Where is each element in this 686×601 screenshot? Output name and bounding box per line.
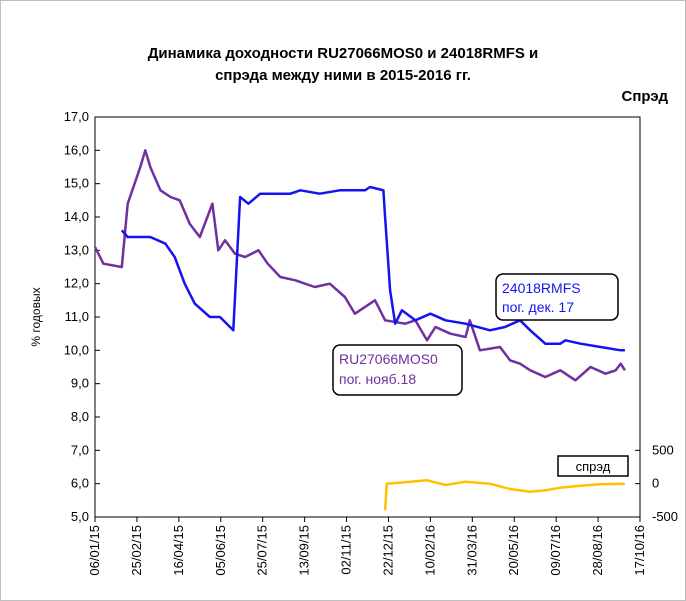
x-tick-label: 16/04/15	[171, 525, 186, 576]
annotation-name: спрэд	[576, 459, 611, 474]
x-tick-label: 06/01/15	[87, 525, 102, 576]
y-tick-label: 13,0	[64, 242, 89, 257]
y2-axis-label: Спрэд	[622, 88, 669, 105]
x-tick-label: 09/07/16	[548, 525, 563, 576]
y-tick-label: 9,0	[71, 376, 89, 391]
y-tick-label: 15,0	[64, 176, 89, 191]
y2-tick-label: 0	[652, 476, 659, 491]
x-tick-label: 25/07/15	[255, 525, 270, 576]
y-tick-label: 8,0	[71, 409, 89, 424]
annotation: RU27066MOS0 пог. нояб.18	[332, 344, 463, 396]
y-tick-label: 5,0	[71, 509, 89, 524]
x-tick-label: 05/06/15	[213, 525, 228, 576]
x-tick-label: 31/03/16	[464, 525, 479, 576]
x-tick-label: 22/12/15	[380, 525, 395, 576]
x-tick-label: 28/08/16	[590, 525, 605, 576]
annotation: спрэд	[557, 455, 629, 477]
chart-title: Динамика доходности RU27066MOS0 и 24018R…	[148, 45, 539, 62]
x-tick-label: 13/09/15	[297, 525, 312, 576]
series-line	[120, 185, 625, 352]
x-tick-label: 17/10/16	[632, 525, 647, 576]
annotation-box	[332, 344, 463, 396]
series-line	[383, 479, 625, 511]
annotation-name: 24018RMFS	[502, 280, 581, 296]
y-axis-label: % годовых	[29, 287, 43, 346]
annotation-text: пог. нояб.18	[339, 371, 416, 387]
y-tick-label: 12,0	[64, 276, 89, 291]
annotation: 24018RMFS пог. дек. 17	[495, 273, 619, 321]
y-tick-label: 6,0	[71, 476, 89, 491]
annotation-box	[495, 273, 619, 321]
annotation-text: пог. дек. 17	[502, 299, 574, 315]
x-tick-label: 02/11/15	[339, 525, 354, 575]
chart-title: спрэда между ними в 2015-2016 гг.	[215, 67, 471, 84]
annotation-name: RU27066MOS0	[339, 351, 438, 367]
annotation-box	[557, 455, 629, 477]
x-tick-label: 10/02/16	[422, 525, 437, 576]
y2-tick-label: -500	[652, 509, 678, 524]
x-tick-label: 20/05/16	[506, 525, 521, 576]
y-tick-label: 10,0	[64, 342, 89, 357]
y-tick-label: 14,0	[64, 209, 89, 224]
series-line	[93, 149, 626, 382]
y2-tick-label: 500	[652, 442, 674, 457]
y-tick-label: 11,0	[65, 309, 89, 324]
y-tick-label: 16,0	[64, 142, 89, 157]
y-tick-label: 7,0	[71, 442, 89, 457]
y-tick-label: 17,0	[64, 109, 89, 124]
x-tick-label: 25/02/15	[129, 525, 144, 576]
